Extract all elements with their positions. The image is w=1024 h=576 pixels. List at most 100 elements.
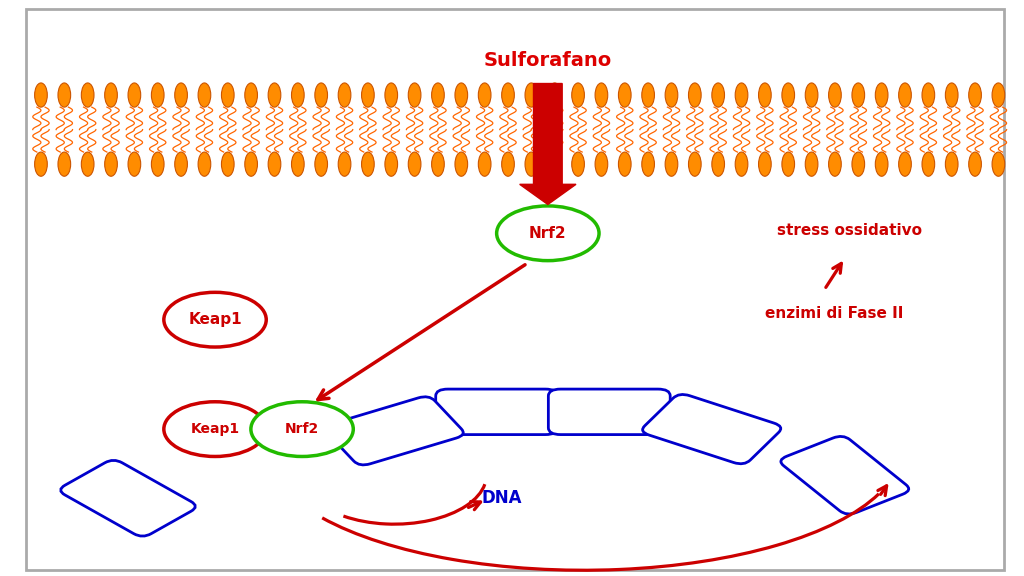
Ellipse shape bbox=[152, 83, 164, 107]
Ellipse shape bbox=[58, 152, 71, 176]
Ellipse shape bbox=[175, 152, 187, 176]
FancyBboxPatch shape bbox=[643, 395, 780, 464]
Ellipse shape bbox=[455, 152, 468, 176]
Ellipse shape bbox=[876, 83, 888, 107]
Ellipse shape bbox=[198, 152, 211, 176]
Ellipse shape bbox=[81, 83, 94, 107]
Ellipse shape bbox=[992, 152, 1005, 176]
Ellipse shape bbox=[688, 152, 701, 176]
Ellipse shape bbox=[478, 152, 490, 176]
Ellipse shape bbox=[828, 83, 842, 107]
Ellipse shape bbox=[712, 152, 725, 176]
Ellipse shape bbox=[852, 152, 864, 176]
Text: Sulforafano: Sulforafano bbox=[483, 51, 612, 70]
Ellipse shape bbox=[549, 152, 561, 176]
Ellipse shape bbox=[595, 83, 608, 107]
Ellipse shape bbox=[782, 83, 795, 107]
FancyBboxPatch shape bbox=[326, 397, 463, 465]
Ellipse shape bbox=[221, 152, 234, 176]
Ellipse shape bbox=[164, 293, 266, 347]
Ellipse shape bbox=[164, 402, 266, 456]
Ellipse shape bbox=[828, 152, 842, 176]
Ellipse shape bbox=[595, 152, 608, 176]
Ellipse shape bbox=[525, 152, 538, 176]
Ellipse shape bbox=[81, 152, 94, 176]
Ellipse shape bbox=[805, 83, 818, 107]
Ellipse shape bbox=[245, 83, 257, 107]
FancyBboxPatch shape bbox=[436, 389, 557, 435]
Ellipse shape bbox=[58, 83, 71, 107]
Ellipse shape bbox=[502, 152, 514, 176]
Ellipse shape bbox=[759, 83, 771, 107]
Text: Keap1: Keap1 bbox=[190, 422, 240, 436]
Text: stress ossidativo: stress ossidativo bbox=[777, 223, 923, 238]
FancyBboxPatch shape bbox=[549, 389, 670, 435]
Ellipse shape bbox=[805, 152, 818, 176]
Ellipse shape bbox=[735, 152, 748, 176]
Ellipse shape bbox=[712, 83, 725, 107]
Text: DNA: DNA bbox=[481, 489, 522, 507]
Ellipse shape bbox=[314, 152, 328, 176]
Ellipse shape bbox=[268, 152, 281, 176]
Text: Keap1: Keap1 bbox=[188, 312, 242, 327]
Ellipse shape bbox=[969, 152, 981, 176]
Ellipse shape bbox=[338, 83, 351, 107]
Ellipse shape bbox=[735, 83, 748, 107]
Ellipse shape bbox=[618, 83, 631, 107]
Ellipse shape bbox=[688, 83, 701, 107]
Ellipse shape bbox=[666, 152, 678, 176]
Ellipse shape bbox=[292, 152, 304, 176]
FancyArrow shape bbox=[520, 84, 575, 204]
FancyBboxPatch shape bbox=[781, 437, 908, 514]
Ellipse shape bbox=[35, 83, 47, 107]
Ellipse shape bbox=[497, 206, 599, 261]
Ellipse shape bbox=[245, 152, 257, 176]
Ellipse shape bbox=[409, 83, 421, 107]
Ellipse shape bbox=[642, 83, 654, 107]
Ellipse shape bbox=[852, 83, 864, 107]
Ellipse shape bbox=[666, 83, 678, 107]
Ellipse shape bbox=[642, 152, 654, 176]
Ellipse shape bbox=[876, 152, 888, 176]
Ellipse shape bbox=[571, 152, 585, 176]
Ellipse shape bbox=[502, 83, 514, 107]
Ellipse shape bbox=[251, 402, 353, 456]
Ellipse shape bbox=[455, 83, 468, 107]
Ellipse shape bbox=[361, 83, 374, 107]
Ellipse shape bbox=[152, 152, 164, 176]
Text: enzimi di Fase II: enzimi di Fase II bbox=[765, 306, 904, 321]
Ellipse shape bbox=[221, 83, 234, 107]
Ellipse shape bbox=[478, 83, 490, 107]
Ellipse shape bbox=[314, 83, 328, 107]
Ellipse shape bbox=[782, 152, 795, 176]
Ellipse shape bbox=[571, 83, 585, 107]
Text: Nrf2: Nrf2 bbox=[529, 226, 566, 241]
Ellipse shape bbox=[899, 83, 911, 107]
Ellipse shape bbox=[338, 152, 351, 176]
Ellipse shape bbox=[922, 152, 935, 176]
Text: Nrf2: Nrf2 bbox=[285, 422, 319, 436]
FancyBboxPatch shape bbox=[60, 460, 196, 536]
Ellipse shape bbox=[759, 152, 771, 176]
Ellipse shape bbox=[35, 152, 47, 176]
Ellipse shape bbox=[945, 152, 958, 176]
Ellipse shape bbox=[198, 83, 211, 107]
Ellipse shape bbox=[969, 83, 981, 107]
Ellipse shape bbox=[549, 83, 561, 107]
Ellipse shape bbox=[128, 83, 140, 107]
Ellipse shape bbox=[525, 83, 538, 107]
Ellipse shape bbox=[899, 152, 911, 176]
Ellipse shape bbox=[431, 152, 444, 176]
Ellipse shape bbox=[618, 152, 631, 176]
Ellipse shape bbox=[104, 152, 118, 176]
Ellipse shape bbox=[385, 83, 397, 107]
FancyBboxPatch shape bbox=[26, 9, 1004, 570]
Ellipse shape bbox=[409, 152, 421, 176]
Ellipse shape bbox=[128, 152, 140, 176]
Ellipse shape bbox=[268, 83, 281, 107]
Ellipse shape bbox=[292, 83, 304, 107]
Ellipse shape bbox=[385, 152, 397, 176]
Ellipse shape bbox=[945, 83, 958, 107]
Ellipse shape bbox=[104, 83, 118, 107]
Ellipse shape bbox=[922, 83, 935, 107]
